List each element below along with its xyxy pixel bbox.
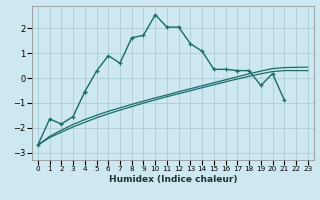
X-axis label: Humidex (Indice chaleur): Humidex (Indice chaleur) (108, 175, 237, 184)
